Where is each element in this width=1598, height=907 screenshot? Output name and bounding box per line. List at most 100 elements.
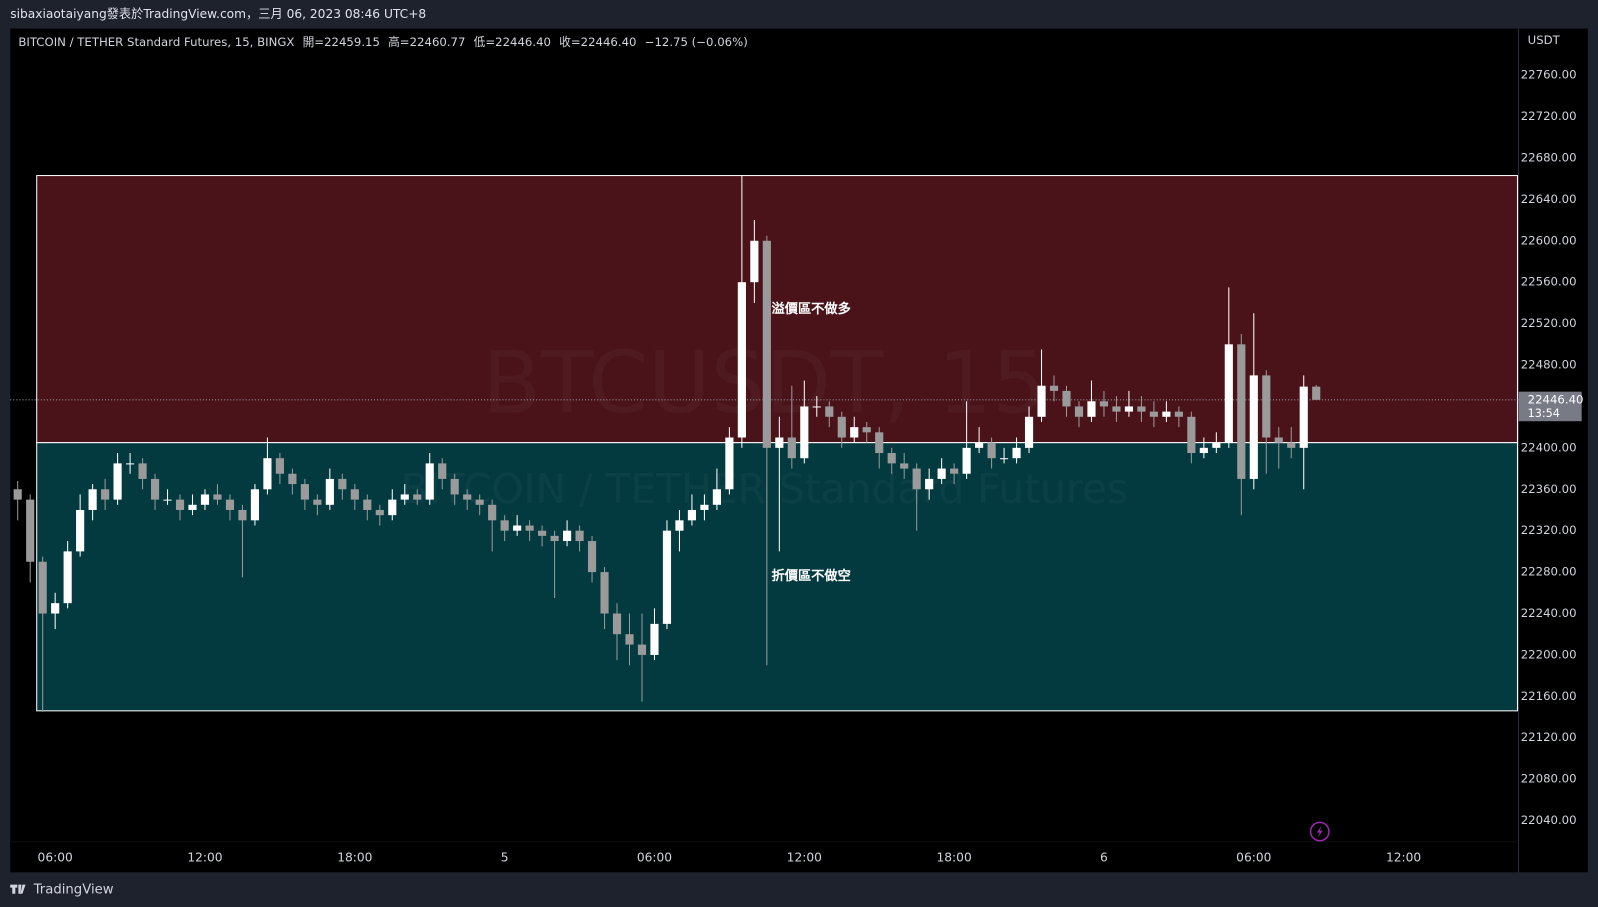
footer: TradingView [33, 883, 114, 898]
legend: BITCOIN / TETHER Standard Futures, 15, B… [18, 34, 747, 48]
candle-body [26, 499, 35, 562]
candle-body [238, 509, 247, 521]
candle-body [188, 504, 197, 510]
candle-body [175, 499, 185, 510]
candle-body [687, 509, 697, 521]
candle-body [812, 406, 821, 408]
candle-body [475, 499, 484, 505]
candle-body [88, 489, 97, 510]
y-tick-label: 22200.00 [1521, 647, 1577, 661]
candle-body [200, 494, 210, 505]
candle-body [425, 463, 434, 500]
candle-body [1249, 375, 1258, 479]
legend-item: −12.75 (−0.06%) [645, 34, 748, 48]
candle-body [950, 468, 959, 474]
candle-body [1099, 401, 1109, 407]
last-price-label: 22446.40 [1528, 392, 1584, 406]
currency: USDT [1528, 33, 1561, 47]
candle-body [625, 634, 634, 645]
candle-body [450, 478, 459, 495]
zone-label: 折價區不做空 [771, 567, 850, 584]
x-tick-label: 6 [1100, 851, 1108, 865]
y-tick-label: 22400.00 [1521, 440, 1577, 454]
candle-body [1162, 411, 1171, 417]
candle-body [1237, 344, 1246, 479]
candle-body [650, 623, 659, 655]
candle-body [675, 520, 684, 531]
x-tick-label: 06:00 [1236, 851, 1271, 865]
candle-body [438, 463, 447, 479]
x-tick-label: 18:00 [937, 851, 972, 865]
candle-body [225, 499, 235, 510]
candle-body [525, 525, 534, 531]
candle-body [875, 432, 884, 454]
y-tick-label: 22280.00 [1521, 565, 1577, 579]
y-tick-label: 22480.00 [1521, 358, 1577, 372]
candle-body [1012, 447, 1021, 459]
y-tick-label: 22240.00 [1521, 606, 1577, 620]
candle-body [787, 437, 796, 459]
candle-body [138, 463, 147, 479]
legend-item: 低=22446.40 [474, 34, 551, 48]
candle-body [1224, 344, 1233, 443]
legend-item: 收=22446.40 [559, 34, 636, 48]
candle-body [250, 489, 260, 521]
candle-body [712, 489, 721, 505]
candle-body [900, 463, 909, 469]
y-tick-label: 22360.00 [1521, 482, 1577, 496]
candle-body [538, 530, 547, 536]
candle-body [1049, 385, 1059, 391]
candle-body [463, 494, 472, 500]
candle-body [800, 406, 809, 459]
candle-body [1274, 437, 1283, 443]
y-tick-label: 22320.00 [1521, 523, 1577, 537]
candle-body [1137, 406, 1146, 412]
y-tick-label: 22680.00 [1521, 150, 1577, 164]
y-tick-label: 22600.00 [1521, 233, 1577, 247]
candle-body [987, 442, 996, 459]
candle-body [76, 509, 85, 552]
y-tick-label: 22160.00 [1521, 689, 1577, 703]
y-tick-label: 22560.00 [1521, 275, 1577, 289]
candle-body [1287, 442, 1296, 448]
y-tick-label: 22080.00 [1521, 772, 1577, 786]
candle-body [101, 489, 110, 500]
candle-body [163, 499, 172, 501]
candle-body [1262, 375, 1271, 438]
candle-body [612, 613, 622, 635]
candle-body [1124, 406, 1134, 412]
candle-body [363, 499, 372, 510]
candle-body [63, 551, 72, 604]
candle-body [1312, 386, 1321, 400]
candle-body [587, 541, 597, 573]
candle-body [288, 473, 297, 485]
candle-body [925, 478, 934, 490]
candle-body [637, 644, 647, 655]
countdown: 13:54 [1528, 407, 1560, 420]
last-price-tag [1518, 391, 1582, 422]
y-tick-label: 22640.00 [1521, 192, 1577, 206]
candle-body [1037, 385, 1046, 417]
watermark: BITCOIN / TETHER Standard Futures [401, 465, 1129, 513]
candle-body [737, 282, 746, 438]
candle-body [126, 463, 135, 465]
candle-body [575, 530, 584, 542]
zone [36, 442, 1518, 712]
x-tick-label: 06:00 [38, 851, 73, 865]
candle-body [1187, 416, 1196, 454]
candle-body [887, 453, 896, 464]
x-tick-label: 5 [501, 851, 509, 865]
candle-body [762, 240, 771, 448]
y-tick-label: 22040.00 [1521, 813, 1577, 827]
candle-body [263, 458, 272, 490]
y-tick-label: 22760.00 [1521, 68, 1577, 82]
candle-body [850, 427, 859, 438]
candle-body [1149, 411, 1158, 417]
x-tick-label: 18:00 [337, 851, 372, 865]
candle-body [563, 530, 572, 542]
candle-body [1074, 406, 1084, 417]
candle-body [338, 478, 347, 490]
candle-body [1299, 386, 1308, 448]
legend-item: 開=22459.15 [303, 34, 380, 48]
